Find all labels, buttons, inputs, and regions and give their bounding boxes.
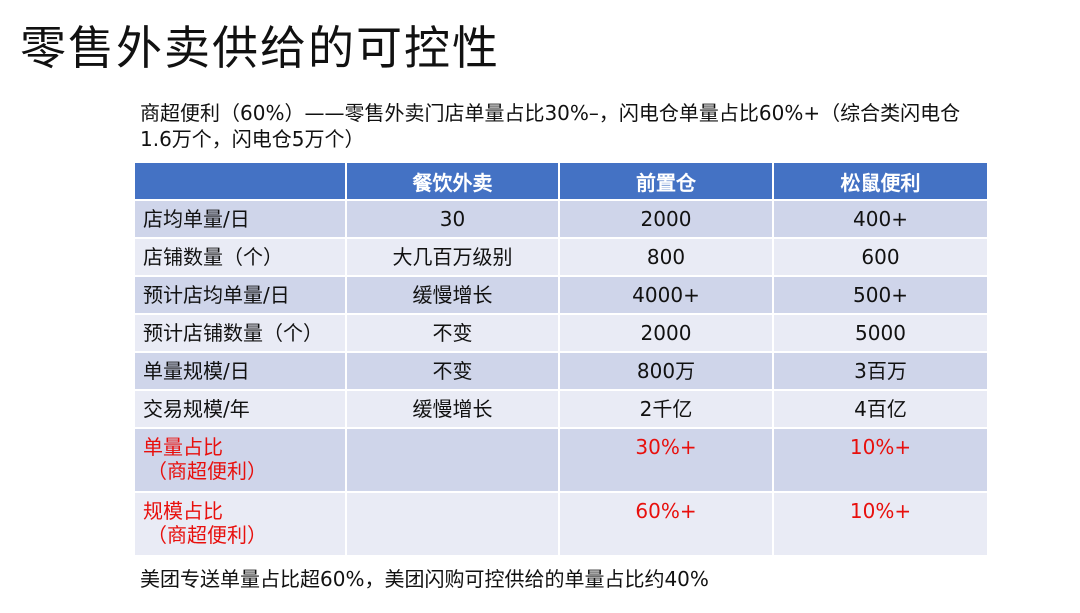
table-row-highlight: 单量占比 （商超便利） 30%+ 10%+ xyxy=(133,427,989,493)
table-row: 店铺数量（个） 大几百万级别 800 600 xyxy=(133,237,989,277)
row-label: 店铺数量（个） xyxy=(133,237,347,277)
table-cell xyxy=(345,427,560,493)
row-label: 预计店均单量/日 xyxy=(133,275,347,315)
table-cell: 60%+ xyxy=(558,491,774,557)
row-label-sub: （商超便利） xyxy=(147,523,267,547)
table-cell: 600 xyxy=(772,237,989,277)
header-catering-delivery: 餐饮外卖 xyxy=(345,161,560,201)
row-label: 店均单量/日 xyxy=(133,199,347,239)
slide-title: 零售外卖供给的可控性 xyxy=(20,21,500,75)
row-label: 单量规模/日 xyxy=(133,351,347,391)
table-cell: 3百万 xyxy=(772,351,989,391)
header-corner xyxy=(133,161,347,201)
table-cell: 30%+ xyxy=(558,427,774,493)
table-cell: 大几百万级别 xyxy=(345,237,560,277)
row-label-main: 规模占比 xyxy=(143,499,223,523)
table-cell xyxy=(345,491,560,557)
table-cell: 10%+ xyxy=(772,427,989,493)
row-label-main: 单量占比 xyxy=(143,435,223,459)
comparison-table: 餐饮外卖 前置仓 松鼠便利 店均单量/日 30 2000 400+ 店铺数量（个… xyxy=(133,161,989,557)
intro-text: 商超便利（60%）——零售外卖门店单量占比30%–，闪电仓单量占比60%+（综合… xyxy=(140,101,961,151)
row-label: 单量占比 （商超便利） xyxy=(133,427,347,493)
table-cell: 4百亿 xyxy=(772,389,989,429)
table-cell: 500+ xyxy=(772,275,989,315)
table-cell: 不变 xyxy=(345,313,560,353)
table-cell: 4000+ xyxy=(558,275,774,315)
table-row: 交易规模/年 缓慢增长 2千亿 4百亿 xyxy=(133,389,989,429)
table-cell: 800 xyxy=(558,237,774,277)
table-row: 单量规模/日 不变 800万 3百万 xyxy=(133,351,989,391)
table-cell: 400+ xyxy=(772,199,989,239)
table-cell: 10%+ xyxy=(772,491,989,557)
header-front-warehouse: 前置仓 xyxy=(558,161,774,201)
table-cell: 5000 xyxy=(772,313,989,353)
table-cell: 800万 xyxy=(558,351,774,391)
table-cell: 2000 xyxy=(558,313,774,353)
row-label: 交易规模/年 xyxy=(133,389,347,429)
table-cell: 缓慢增长 xyxy=(345,275,560,315)
footer-note: 美团专送单量占比超60%，美团闪购可控供给的单量占比约40% xyxy=(140,567,709,591)
row-label: 规模占比 （商超便利） xyxy=(133,491,347,557)
header-songshu-convenience: 松鼠便利 xyxy=(772,161,989,201)
table-cell: 不变 xyxy=(345,351,560,391)
table-cell: 2000 xyxy=(558,199,774,239)
table-row: 预计店铺数量（个） 不变 2000 5000 xyxy=(133,313,989,353)
table-row: 店均单量/日 30 2000 400+ xyxy=(133,199,989,239)
row-label: 预计店铺数量（个） xyxy=(133,313,347,353)
table-cell: 2千亿 xyxy=(558,389,774,429)
table-cell: 30 xyxy=(345,199,560,239)
table-cell: 缓慢增长 xyxy=(345,389,560,429)
table-row: 预计店均单量/日 缓慢增长 4000+ 500+ xyxy=(133,275,989,315)
table-row-highlight: 规模占比 （商超便利） 60%+ 10%+ xyxy=(133,491,989,557)
row-label-sub: （商超便利） xyxy=(147,459,267,483)
table-header-row: 餐饮外卖 前置仓 松鼠便利 xyxy=(133,161,989,201)
